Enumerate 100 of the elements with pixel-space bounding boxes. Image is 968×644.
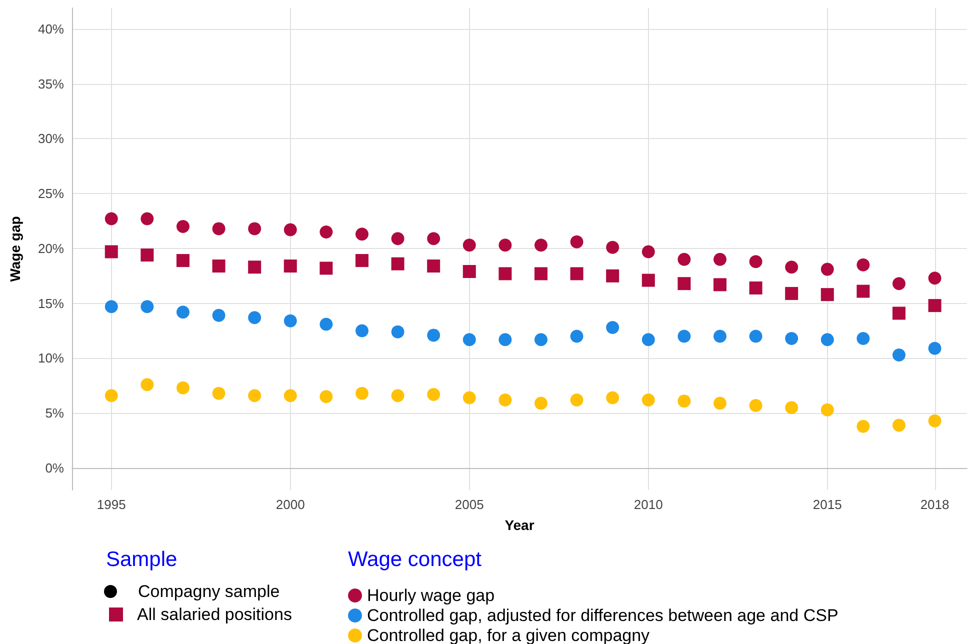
point — [320, 262, 333, 275]
x-tick-label: 1995 — [96, 497, 126, 512]
point — [284, 389, 297, 402]
text: Compagny sample — [138, 582, 280, 602]
point — [391, 232, 404, 246]
point — [928, 342, 942, 355]
y-tick-label: 5% — [45, 406, 64, 421]
x-tick-label: 2010 — [634, 497, 663, 512]
legend-label: All salaried positions — [137, 605, 292, 624]
point — [820, 333, 834, 346]
y-axis-title: Wage gap — [7, 216, 23, 282]
point — [785, 260, 798, 274]
point — [284, 260, 297, 273]
text: Sample — [106, 548, 178, 572]
point — [749, 255, 762, 268]
point — [462, 391, 476, 404]
y-tick-label: 0% — [45, 460, 64, 476]
point — [498, 238, 512, 252]
point — [928, 299, 942, 312]
point — [570, 393, 584, 406]
x-axis-title: Year — [504, 517, 535, 533]
point — [140, 248, 154, 262]
point — [176, 254, 190, 268]
point — [749, 281, 762, 294]
point — [570, 267, 584, 280]
point — [820, 262, 834, 276]
point — [140, 212, 154, 226]
point — [678, 252, 691, 266]
x-tick-label: 2005 — [454, 497, 484, 512]
point — [713, 278, 726, 292]
point — [248, 311, 262, 324]
point — [391, 389, 404, 402]
point — [248, 389, 262, 402]
point — [462, 265, 476, 278]
point — [462, 238, 476, 252]
point — [928, 272, 942, 285]
point — [391, 257, 404, 270]
point — [785, 332, 798, 345]
point — [856, 420, 870, 433]
point — [534, 333, 548, 346]
point — [820, 403, 834, 416]
legend-title: Wage concept — [348, 548, 482, 572]
point — [355, 324, 368, 338]
point — [534, 238, 548, 252]
x-tick-label: 2000 — [276, 497, 305, 512]
point — [498, 267, 512, 280]
y-tick-label: 30% — [38, 131, 64, 146]
y-tick-label: 15% — [38, 296, 64, 311]
point — [928, 414, 942, 428]
point — [570, 235, 584, 248]
point — [785, 401, 798, 414]
point — [355, 386, 368, 400]
point — [749, 330, 762, 343]
point — [856, 258, 870, 272]
point — [248, 222, 262, 236]
x-tick-label: 2018 — [920, 497, 950, 512]
point — [678, 330, 691, 343]
point — [606, 321, 620, 334]
point — [140, 300, 154, 314]
point — [856, 332, 870, 345]
y-tick-label: 10% — [38, 350, 64, 366]
point — [534, 267, 548, 280]
point — [104, 212, 118, 226]
point — [140, 378, 154, 392]
y-tick-label: 20% — [38, 240, 64, 256]
y-tick-label: 25% — [38, 186, 64, 202]
point — [570, 330, 584, 343]
x-tick-label: 2015 — [812, 497, 842, 512]
point — [176, 306, 190, 319]
point — [391, 325, 404, 338]
point — [498, 333, 512, 346]
point — [892, 277, 906, 290]
point — [320, 390, 333, 404]
legend-label: Controlled gap, adjusted for differences between age and CSP — [367, 606, 838, 625]
point — [176, 220, 190, 233]
point — [212, 308, 226, 322]
point — [606, 269, 620, 282]
point — [642, 245, 655, 258]
point — [355, 254, 368, 268]
point — [212, 260, 226, 273]
point — [284, 314, 297, 328]
point — [498, 393, 512, 406]
point — [678, 394, 691, 408]
point — [212, 386, 226, 400]
point — [820, 288, 834, 302]
point — [785, 286, 798, 300]
point — [713, 396, 726, 410]
point — [104, 300, 118, 314]
point — [427, 260, 440, 273]
point — [678, 277, 691, 290]
point — [713, 252, 726, 266]
point — [176, 381, 190, 394]
point — [355, 228, 368, 241]
point — [248, 260, 262, 274]
point — [892, 418, 906, 432]
point — [606, 391, 620, 404]
point — [749, 398, 762, 412]
point — [427, 328, 440, 342]
point — [427, 232, 440, 246]
point — [462, 333, 476, 346]
